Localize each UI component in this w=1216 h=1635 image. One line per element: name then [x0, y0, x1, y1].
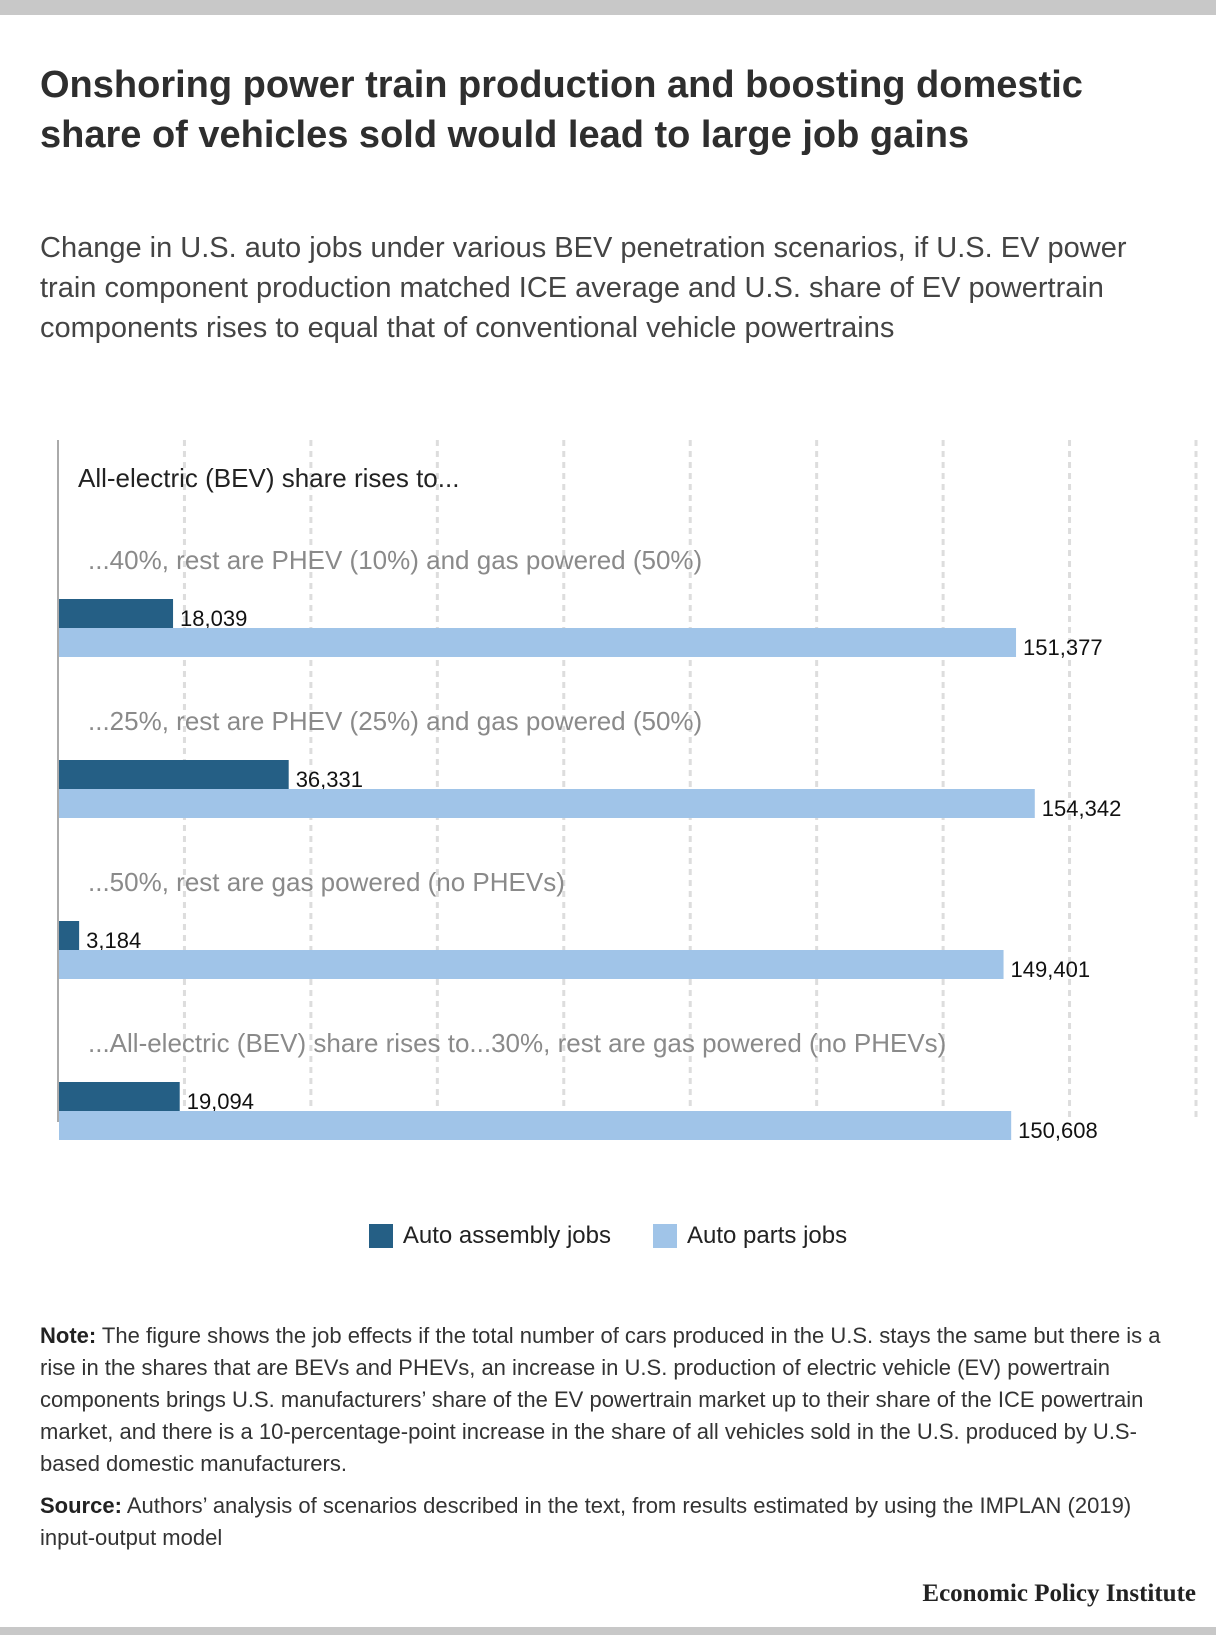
notes: Note: The figure shows the job effects i…	[40, 1320, 1180, 1564]
legend-swatch-parts	[653, 1224, 677, 1248]
bottom-border	[0, 1627, 1216, 1635]
category-label: ...40%, rest are PHEV (10%) and gas powe…	[88, 545, 702, 575]
legend-item-assembly: Auto assembly jobs	[368, 1222, 611, 1250]
scenario-lead-label: All-electric (BEV) share rises to...	[78, 463, 459, 493]
data-label: 149,401	[1011, 957, 1091, 982]
grid-lines	[182, 440, 1198, 1122]
data-label: 18,039	[180, 606, 247, 631]
data-label: 3,184	[86, 928, 141, 953]
category-label: ...50%, rest are gas powered (no PHEVs)	[88, 867, 565, 897]
category-label: ...All-electric (BEV) share rises to...3…	[88, 1028, 946, 1058]
note-paragraph: Note: The figure shows the job effects i…	[40, 1320, 1180, 1480]
note-text: The figure shows the job effects if the …	[40, 1323, 1161, 1476]
bars: ...40%, rest are PHEV (10%) and gas powe…	[59, 545, 1121, 1143]
bar-assembly-jobs	[59, 921, 80, 950]
bar-chart: All-electric (BEV) share rises to... ...…	[57, 440, 1198, 1143]
category-label: ...25%, rest are PHEV (25%) and gas powe…	[88, 706, 702, 736]
data-label: 36,331	[296, 767, 363, 792]
chart-subtitle: Change in U.S. auto jobs under various B…	[40, 232, 1127, 344]
data-label: 151,377	[1023, 635, 1103, 660]
source-label: Source:	[40, 1493, 122, 1518]
legend-swatch-assembly	[368, 1224, 393, 1248]
legend: Auto assembly jobs Auto parts jobs	[0, 1222, 1216, 1250]
brand-logo-text: Economic Policy Institute	[922, 1580, 1196, 1607]
legend-label-assembly: Auto assembly jobs	[402, 1222, 611, 1249]
bar-assembly-jobs	[59, 760, 289, 789]
source-paragraph: Source: Authors’ analysis of scenarios d…	[40, 1490, 1180, 1554]
source-text: Authors’ analysis of scenarios described…	[40, 1493, 1132, 1550]
data-label: 150,608	[1018, 1118, 1098, 1143]
bar-assembly-jobs	[59, 599, 174, 628]
legend-item-parts: Auto parts jobs	[653, 1222, 847, 1250]
data-label: 154,342	[1042, 796, 1122, 821]
bar-parts-jobs	[59, 1111, 1012, 1140]
bar-parts-jobs	[59, 950, 1004, 979]
data-label: 19,094	[187, 1089, 254, 1114]
note-label: Note:	[40, 1323, 97, 1348]
legend-label-parts: Auto parts jobs	[687, 1222, 848, 1249]
bar-parts-jobs	[59, 628, 1017, 657]
bar-assembly-jobs	[59, 1082, 180, 1111]
top-border	[0, 0, 1216, 15]
chart-title: Onshoring power train production and boo…	[40, 64, 1083, 156]
bar-parts-jobs	[59, 789, 1035, 818]
